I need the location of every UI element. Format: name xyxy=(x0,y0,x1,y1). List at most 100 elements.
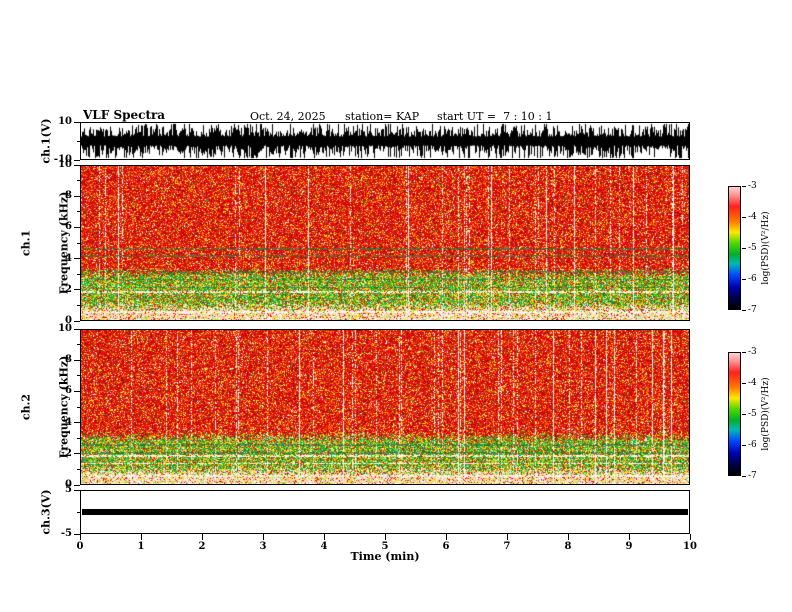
colorbar-tick-label: -3 xyxy=(748,181,757,191)
colorbar-tick-label: -6 xyxy=(748,440,757,450)
x-tick-label: 5 xyxy=(381,541,389,552)
y-minor-tick-mark xyxy=(77,140,80,142)
y-minor-tick-mark xyxy=(77,211,80,213)
y-tick-mark xyxy=(74,484,80,486)
y-tick-label: 4 xyxy=(65,252,72,264)
ch3-flat-trace xyxy=(82,509,688,515)
colorbar-tick-mark xyxy=(742,475,746,477)
y-tick-mark xyxy=(74,390,80,392)
y-tick-mark xyxy=(74,328,80,330)
y-tick-mark xyxy=(74,289,80,291)
ch2-label: ch.2 xyxy=(19,393,33,421)
colorbar-tick-mark xyxy=(742,413,746,415)
colorbar-tick-label: -5 xyxy=(748,409,757,419)
y-tick-label: 2 xyxy=(65,283,72,295)
y-minor-tick-mark xyxy=(77,511,80,513)
colorbar-ch1 xyxy=(728,186,741,310)
x-tick-label: 10 xyxy=(683,541,697,552)
x-tick-mark xyxy=(79,534,81,540)
ch1-waveform-panel xyxy=(80,122,690,160)
colorbar-tick-mark xyxy=(742,351,746,353)
y-tick-label: 8 xyxy=(65,354,72,366)
x-tick-mark xyxy=(262,534,264,540)
y-tick-label: 10 xyxy=(58,116,72,127)
y-tick-mark xyxy=(74,533,80,535)
y-tick-mark xyxy=(74,164,80,166)
colorbar-tick-mark xyxy=(742,278,746,280)
x-tick-label: 4 xyxy=(320,541,328,552)
ch2-spectrogram-ylabel: ch.2 Frequency (kHz) xyxy=(0,356,97,459)
y-minor-tick-mark xyxy=(77,406,80,408)
x-tick-mark xyxy=(506,534,508,540)
ch1-label: ch.1 xyxy=(19,229,33,257)
y-tick-mark xyxy=(74,159,80,161)
ch3-waveform-panel xyxy=(80,490,690,534)
x-tick-mark xyxy=(445,534,447,540)
y-tick-mark xyxy=(74,453,80,455)
colorbar-tick-label: -7 xyxy=(748,471,757,481)
colorbar-ch1-label: log(PSD)(V²/Hz) xyxy=(760,211,771,285)
y-tick-label: 0 xyxy=(65,479,72,490)
y-tick-label: 6 xyxy=(65,221,72,233)
colorbar-ch2-label: log(PSD)(V²/Hz) xyxy=(760,377,771,451)
y-tick-mark xyxy=(74,258,80,260)
y-minor-tick-mark xyxy=(77,344,80,346)
ch1-spectrogram-ylabel: ch.1 Frequency (kHz) xyxy=(0,192,97,295)
ch1-spectrogram xyxy=(81,166,689,320)
x-tick-label: 3 xyxy=(259,541,267,552)
y-tick-mark xyxy=(74,359,80,361)
y-tick-label: 4 xyxy=(65,416,72,428)
y-minor-tick-mark xyxy=(77,273,80,275)
x-tick-label: 2 xyxy=(198,541,206,552)
colorbar-tick-mark xyxy=(742,185,746,187)
x-tick-label: 7 xyxy=(503,541,511,552)
colorbar-tick-mark xyxy=(742,444,746,446)
colorbar-tick-mark xyxy=(742,247,746,249)
x-tick-label: 6 xyxy=(442,541,450,552)
y-minor-tick-mark xyxy=(77,468,80,470)
colorbar-tick-mark xyxy=(742,216,746,218)
y-tick-label: 0 xyxy=(65,315,72,326)
y-tick-mark xyxy=(74,121,80,123)
y-tick-label: 8 xyxy=(65,190,72,202)
y-minor-tick-mark xyxy=(77,375,80,377)
x-tick-mark xyxy=(323,534,325,540)
y-tick-mark xyxy=(74,489,80,491)
colorbar-tick-label: -6 xyxy=(748,274,757,284)
x-tick-mark xyxy=(201,534,203,540)
colorbar-tick-label: -5 xyxy=(748,243,757,253)
colorbar-tick-label: -3 xyxy=(748,347,757,357)
colorbar-tick-label: -7 xyxy=(748,305,757,315)
ch1-spectrogram-panel xyxy=(80,165,690,321)
frequency-axis-label: Frequency (kHz) xyxy=(57,355,71,459)
y-tick-label: 10 xyxy=(58,159,72,170)
y-tick-mark xyxy=(74,226,80,228)
y-tick-label: 10 xyxy=(58,323,72,334)
y-tick-label: -10 xyxy=(53,154,72,165)
colorbar-tick-label: -4 xyxy=(748,212,757,222)
ch1-waveform-trace xyxy=(81,123,689,159)
plot-station: station= KAP xyxy=(345,110,420,123)
plot-start-ut: start UT = 7 : 10 : 1 xyxy=(437,110,553,123)
colorbar-tick-mark xyxy=(742,309,746,311)
x-tick-label: 1 xyxy=(137,541,145,552)
y-tick-mark xyxy=(74,320,80,322)
y-minor-tick-mark xyxy=(77,242,80,244)
x-tick-mark xyxy=(384,534,386,540)
x-tick-label: 9 xyxy=(625,541,633,552)
y-tick-label: 6 xyxy=(65,385,72,397)
colorbar-tick-mark xyxy=(742,382,746,384)
x-tick-mark xyxy=(567,534,569,540)
ch2-spectrogram-panel xyxy=(80,329,690,485)
y-minor-tick-mark xyxy=(77,437,80,439)
x-tick-label: 8 xyxy=(564,541,572,552)
x-tick-mark xyxy=(628,534,630,540)
y-minor-tick-mark xyxy=(77,304,80,306)
x-tick-mark xyxy=(140,534,142,540)
y-minor-tick-mark xyxy=(77,180,80,182)
colorbar-ch2 xyxy=(728,352,741,476)
y-tick-mark xyxy=(74,195,80,197)
x-tick-label: 0 xyxy=(76,541,84,552)
ch2-spectrogram xyxy=(81,330,689,484)
